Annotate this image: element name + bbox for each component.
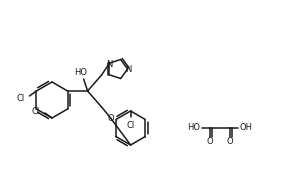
Text: N: N bbox=[125, 65, 132, 73]
Text: Cl: Cl bbox=[127, 121, 135, 130]
Text: HO: HO bbox=[74, 68, 87, 77]
Text: OH: OH bbox=[240, 124, 253, 132]
Text: N: N bbox=[106, 60, 113, 69]
Text: O: O bbox=[227, 137, 233, 145]
Text: HO: HO bbox=[187, 124, 200, 132]
Text: O: O bbox=[107, 114, 114, 122]
Text: Cl: Cl bbox=[32, 107, 40, 115]
Text: Cl: Cl bbox=[16, 93, 24, 102]
Text: O: O bbox=[207, 137, 213, 145]
